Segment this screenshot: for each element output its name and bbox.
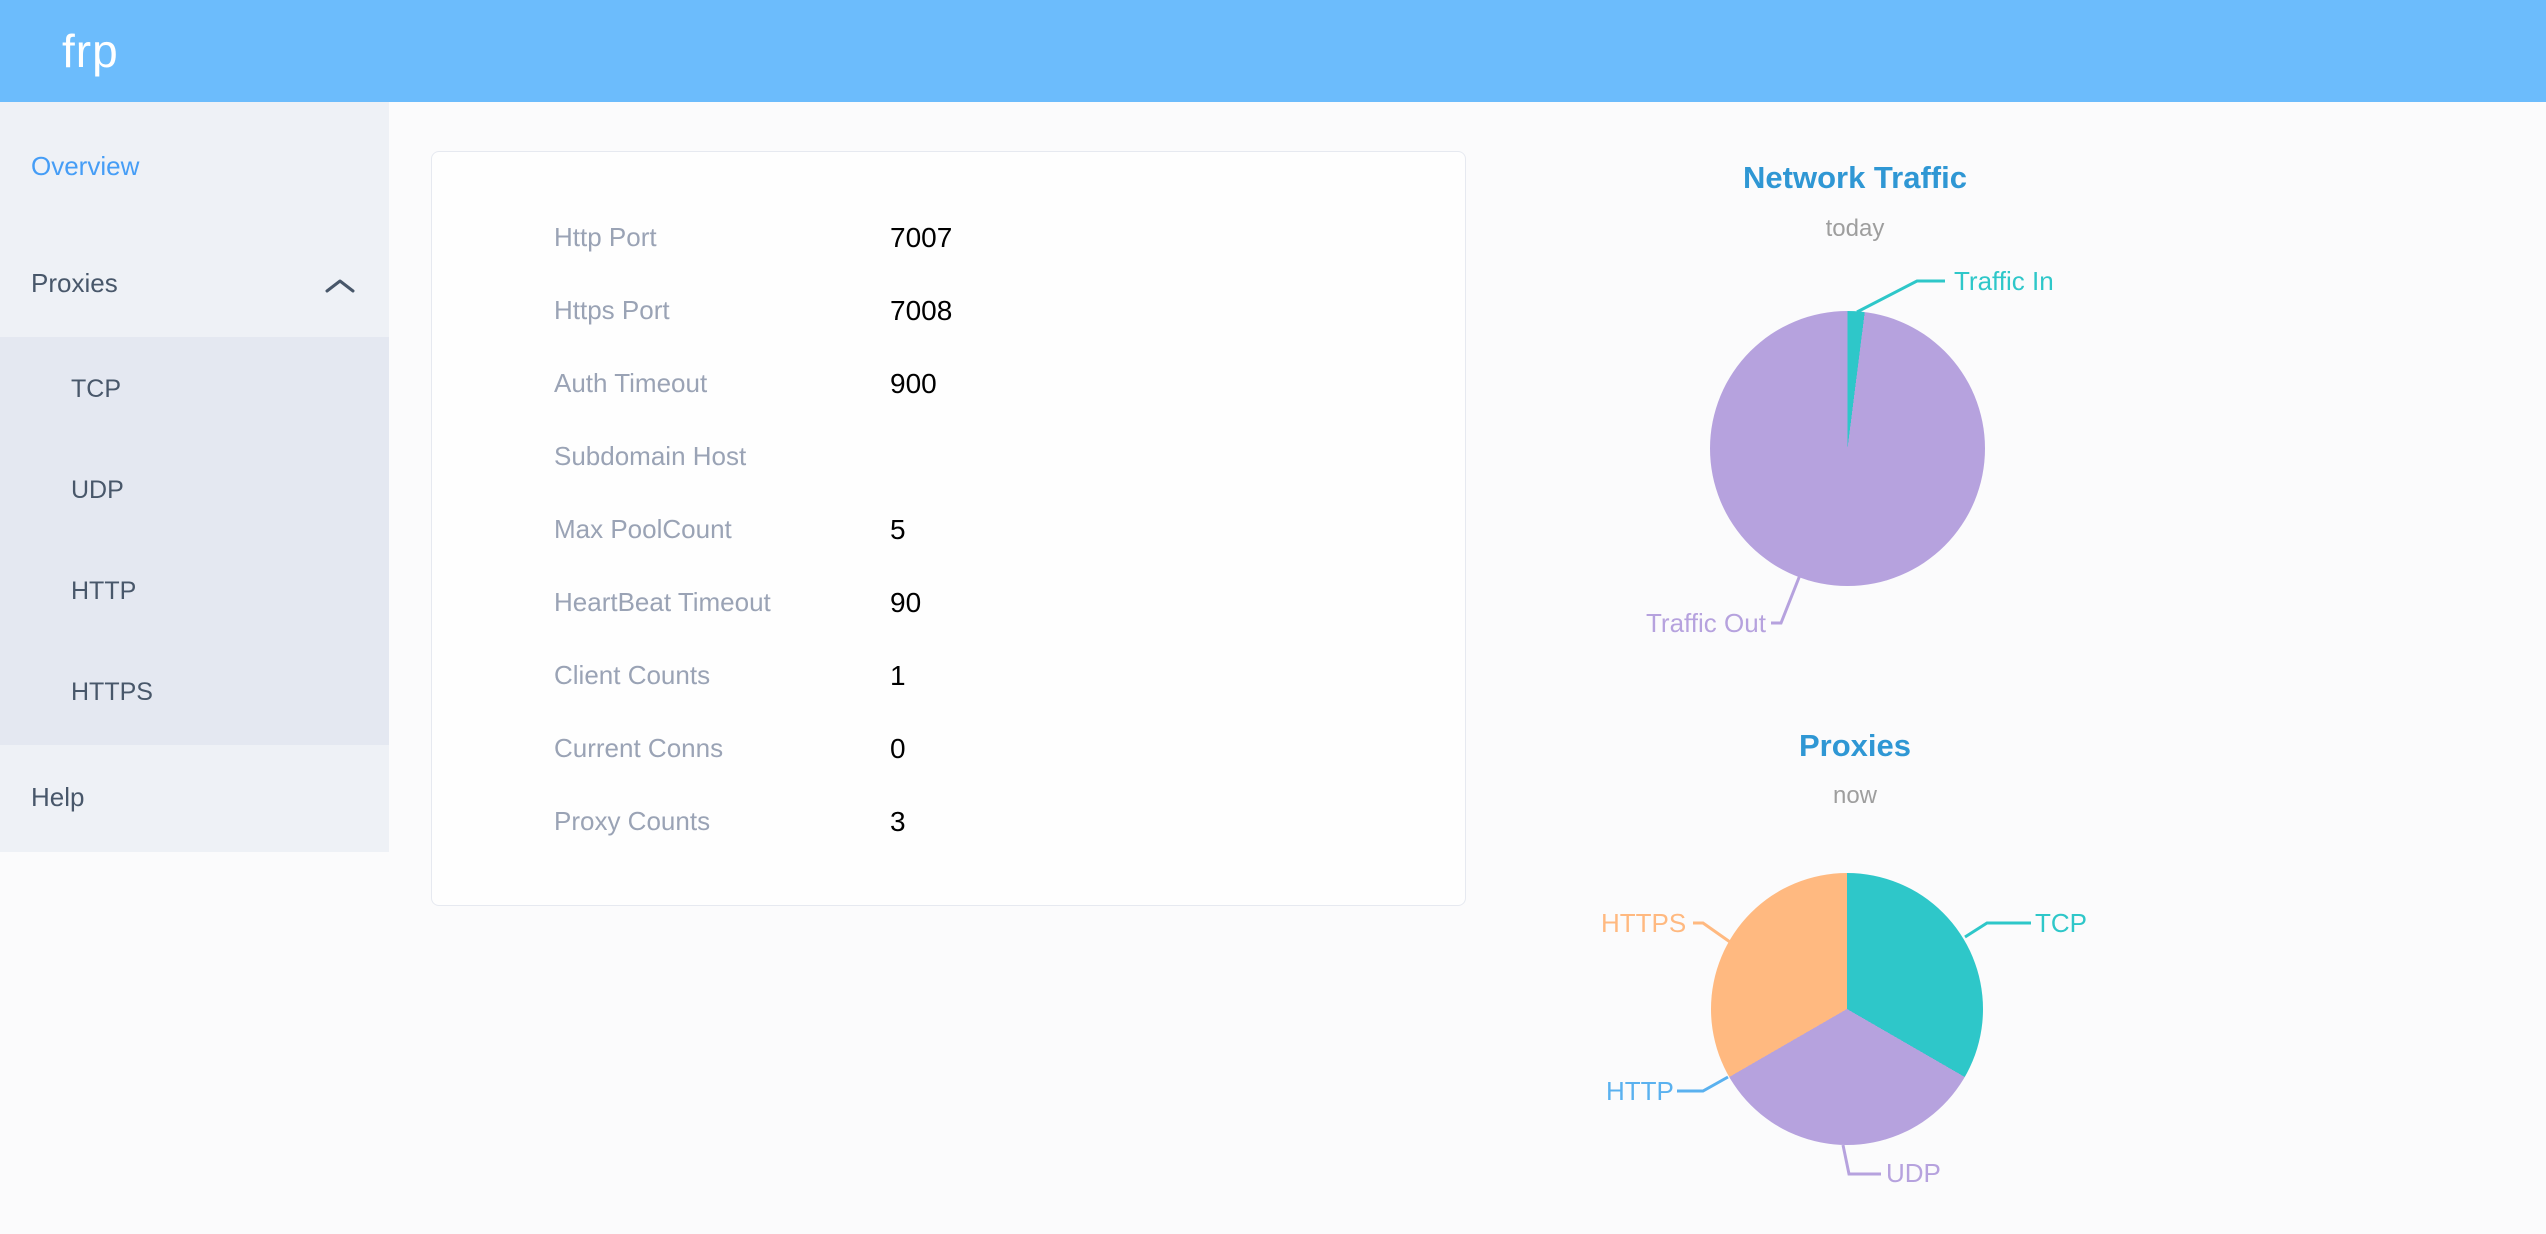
sidebar-item-help-label: Help: [31, 781, 85, 812]
info-label: Https Port: [554, 295, 670, 325]
info-row-http-port: Http Port 7007: [432, 201, 1465, 274]
info-label: Current Conns: [554, 733, 724, 763]
info-label: Max PoolCount: [554, 514, 732, 544]
sidebar-item-proxies-label: Proxies: [31, 268, 118, 298]
info-label: Auth Timeout: [554, 368, 708, 398]
chart-subtitle: now: [1832, 782, 1878, 809]
info-row-proxy-counts: Proxy Counts 3: [432, 785, 1465, 858]
info-row-heartbeat-timeout: HeartBeat Timeout 90: [432, 566, 1465, 639]
app-header: frp: [0, 0, 2546, 102]
chart-subtitle: today: [1825, 215, 1885, 242]
info-label: Proxy Counts: [554, 806, 711, 836]
slice-label-traffic-out: Traffic Out: [1646, 608, 1766, 638]
chart-title: Network Traffic: [1743, 160, 1967, 195]
slice-label-udp: UDP: [1886, 1158, 1941, 1188]
sidebar-item-overview-label: Overview: [31, 150, 140, 181]
sidebar-item-help[interactable]: Help: [0, 745, 389, 849]
info-value: 0: [890, 732, 906, 764]
sidebar-item-udp-label: UDP: [71, 476, 124, 504]
info-row-auth-timeout: Auth Timeout 900: [432, 347, 1465, 420]
server-info-card: Http Port 7007 Https Port 7008 Auth Time…: [431, 151, 1466, 906]
info-label: Subdomain Host: [554, 441, 747, 471]
slice-label-traffic-in: Traffic In: [1954, 266, 2054, 296]
chevron-up-icon[interactable]: [325, 278, 355, 294]
slice-label-tcp: TCP: [2035, 908, 2087, 938]
sidebar-item-proxies[interactable]: Proxies: [0, 230, 389, 337]
info-label: HeartBeat Timeout: [554, 587, 771, 617]
info-value: 7007: [890, 221, 953, 253]
info-value: 3: [890, 805, 906, 837]
network-traffic-chart: Network Traffic today Traffic In Traffic…: [1555, 140, 2155, 680]
sidebar-item-https[interactable]: HTTPS: [0, 642, 389, 743]
sidebar-item-overview[interactable]: Overview: [0, 102, 389, 230]
sidebar-item-http[interactable]: HTTP: [0, 541, 389, 642]
proxies-submenu: TCP UDP HTTP HTTPS: [0, 337, 389, 745]
info-label: Client Counts: [554, 660, 711, 690]
info-row-subdomain-host: Subdomain Host: [432, 420, 1465, 493]
sidebar-item-tcp[interactable]: TCP: [0, 339, 389, 440]
info-row-https-port: Https Port 7008: [432, 274, 1465, 347]
info-row-client-counts: Client Counts 1: [432, 639, 1465, 712]
info-value: 7008: [890, 294, 953, 326]
slice-label-http: HTTP: [1606, 1076, 1674, 1106]
frp-logo: frp: [62, 25, 119, 77]
chart-title: Proxies: [1798, 728, 1911, 763]
sidebar-item-https-label: HTTPS: [71, 678, 153, 706]
sidebar-item-http-label: HTTP: [71, 577, 137, 605]
info-value: 900: [890, 367, 937, 399]
info-row-current-conns: Current Conns 0: [432, 712, 1465, 785]
info-value: 90: [890, 586, 922, 618]
proxies-chart: Proxies now TCP UDP HTTP HTTPS: [1555, 690, 2155, 1230]
network-traffic-pie[interactable]: [1710, 311, 1985, 586]
sidebar-item-udp[interactable]: UDP: [0, 440, 389, 541]
sidebar: Overview Proxies TCP UDP HTTP HTTPS Help: [0, 102, 389, 852]
proxies-pie[interactable]: [1711, 873, 1983, 1145]
info-value: 1: [890, 659, 906, 691]
info-label: Http Port: [554, 222, 657, 252]
info-row-max-poolcount: Max PoolCount 5: [432, 493, 1465, 566]
sidebar-item-tcp-label: TCP: [71, 375, 121, 403]
info-value: 5: [890, 513, 906, 545]
slice-label-https: HTTPS: [1601, 908, 1687, 938]
